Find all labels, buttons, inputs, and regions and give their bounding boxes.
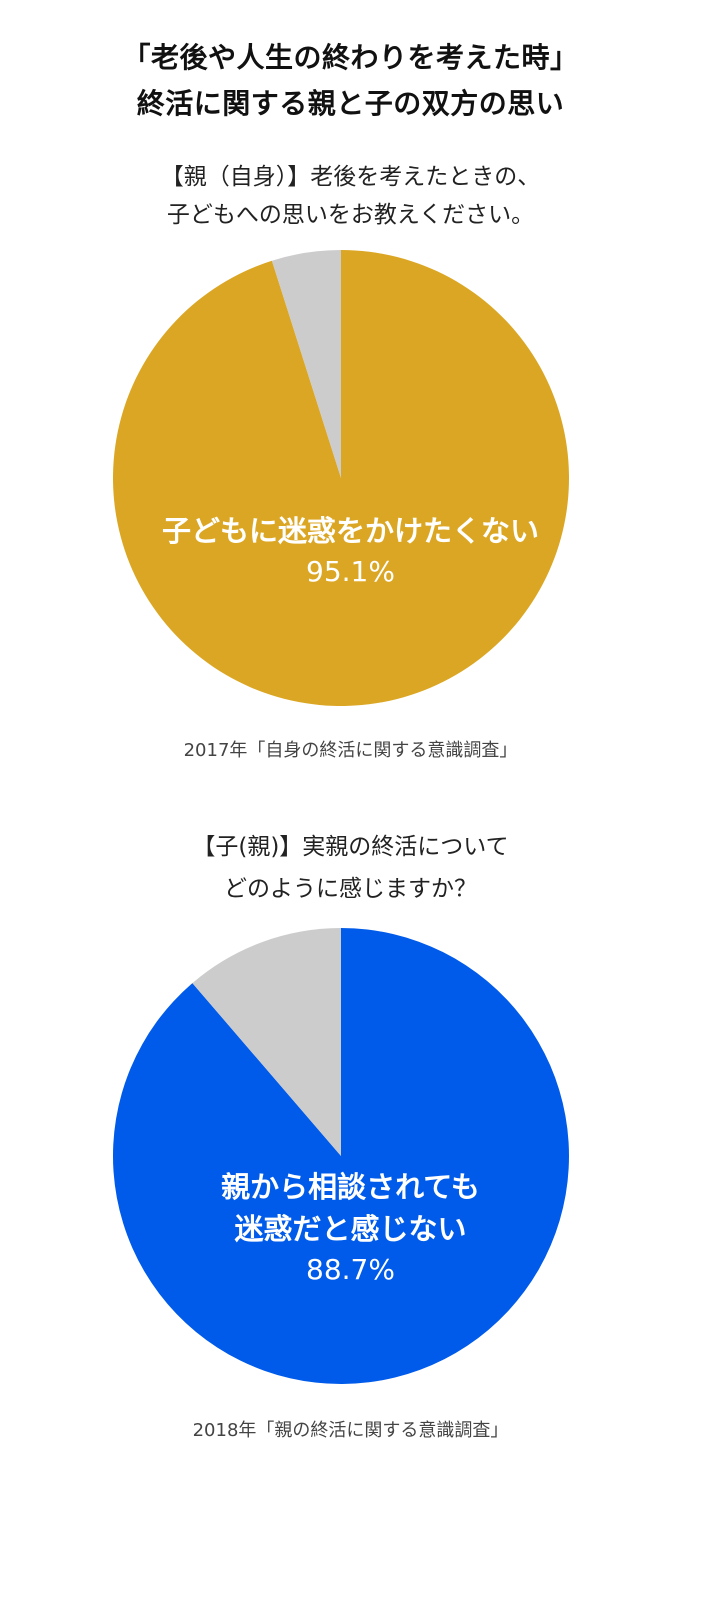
page-title-line-2: 終活に関する親と子の双方の思い [136, 87, 565, 120]
chart-2-question-line-2: どのように感じますか？ [224, 876, 477, 902]
chart-1-pie-slice-2 [271, 250, 341, 478]
chart-2-pie-slice-1 [112, 928, 569, 1384]
chart-2-slice-label: 親から相談されても 迷惑だと感じない 88.7% [0, 1166, 701, 1290]
chart-2-source: 2018年「親の終活に関する意識調査」 [192, 1420, 509, 1441]
chart-1-main-slice-value: 95.1% [306, 555, 395, 588]
chart-1-pie-slice-1 [112, 250, 569, 706]
page-title-line-1: 「老後や人生の終わりを考えた時」 [122, 41, 579, 74]
chart-1-main-slice-label: 子どもに迷惑をかけたくない [161, 514, 539, 548]
chart-2-main-slice-label-line-1: 親から相談されても [221, 1170, 480, 1204]
chart-1-source: 2017年「自身の終活に関する意識調査」 [183, 740, 518, 761]
chart-2-main-slice-value: 88.7% [306, 1253, 395, 1286]
chart-1-slice-label: 子どもに迷惑をかけたくない 95.1% [0, 510, 701, 592]
chart-2-pie-slice-2 [192, 928, 341, 1156]
chart-1-question-line-2: 子どもへの思いをお教えください。 [166, 202, 535, 228]
chart-2-main-slice-label-line-2: 迷惑だと感じない [234, 1212, 467, 1246]
chart-1-question-line-1: 【親（自身）】老後を考えたときの、 [160, 164, 541, 190]
chart-2-pie [112, 928, 569, 1384]
chart-2-question-line-1: 【子(親)】実親の終活について [192, 834, 509, 860]
chart-1-pie [112, 250, 569, 706]
